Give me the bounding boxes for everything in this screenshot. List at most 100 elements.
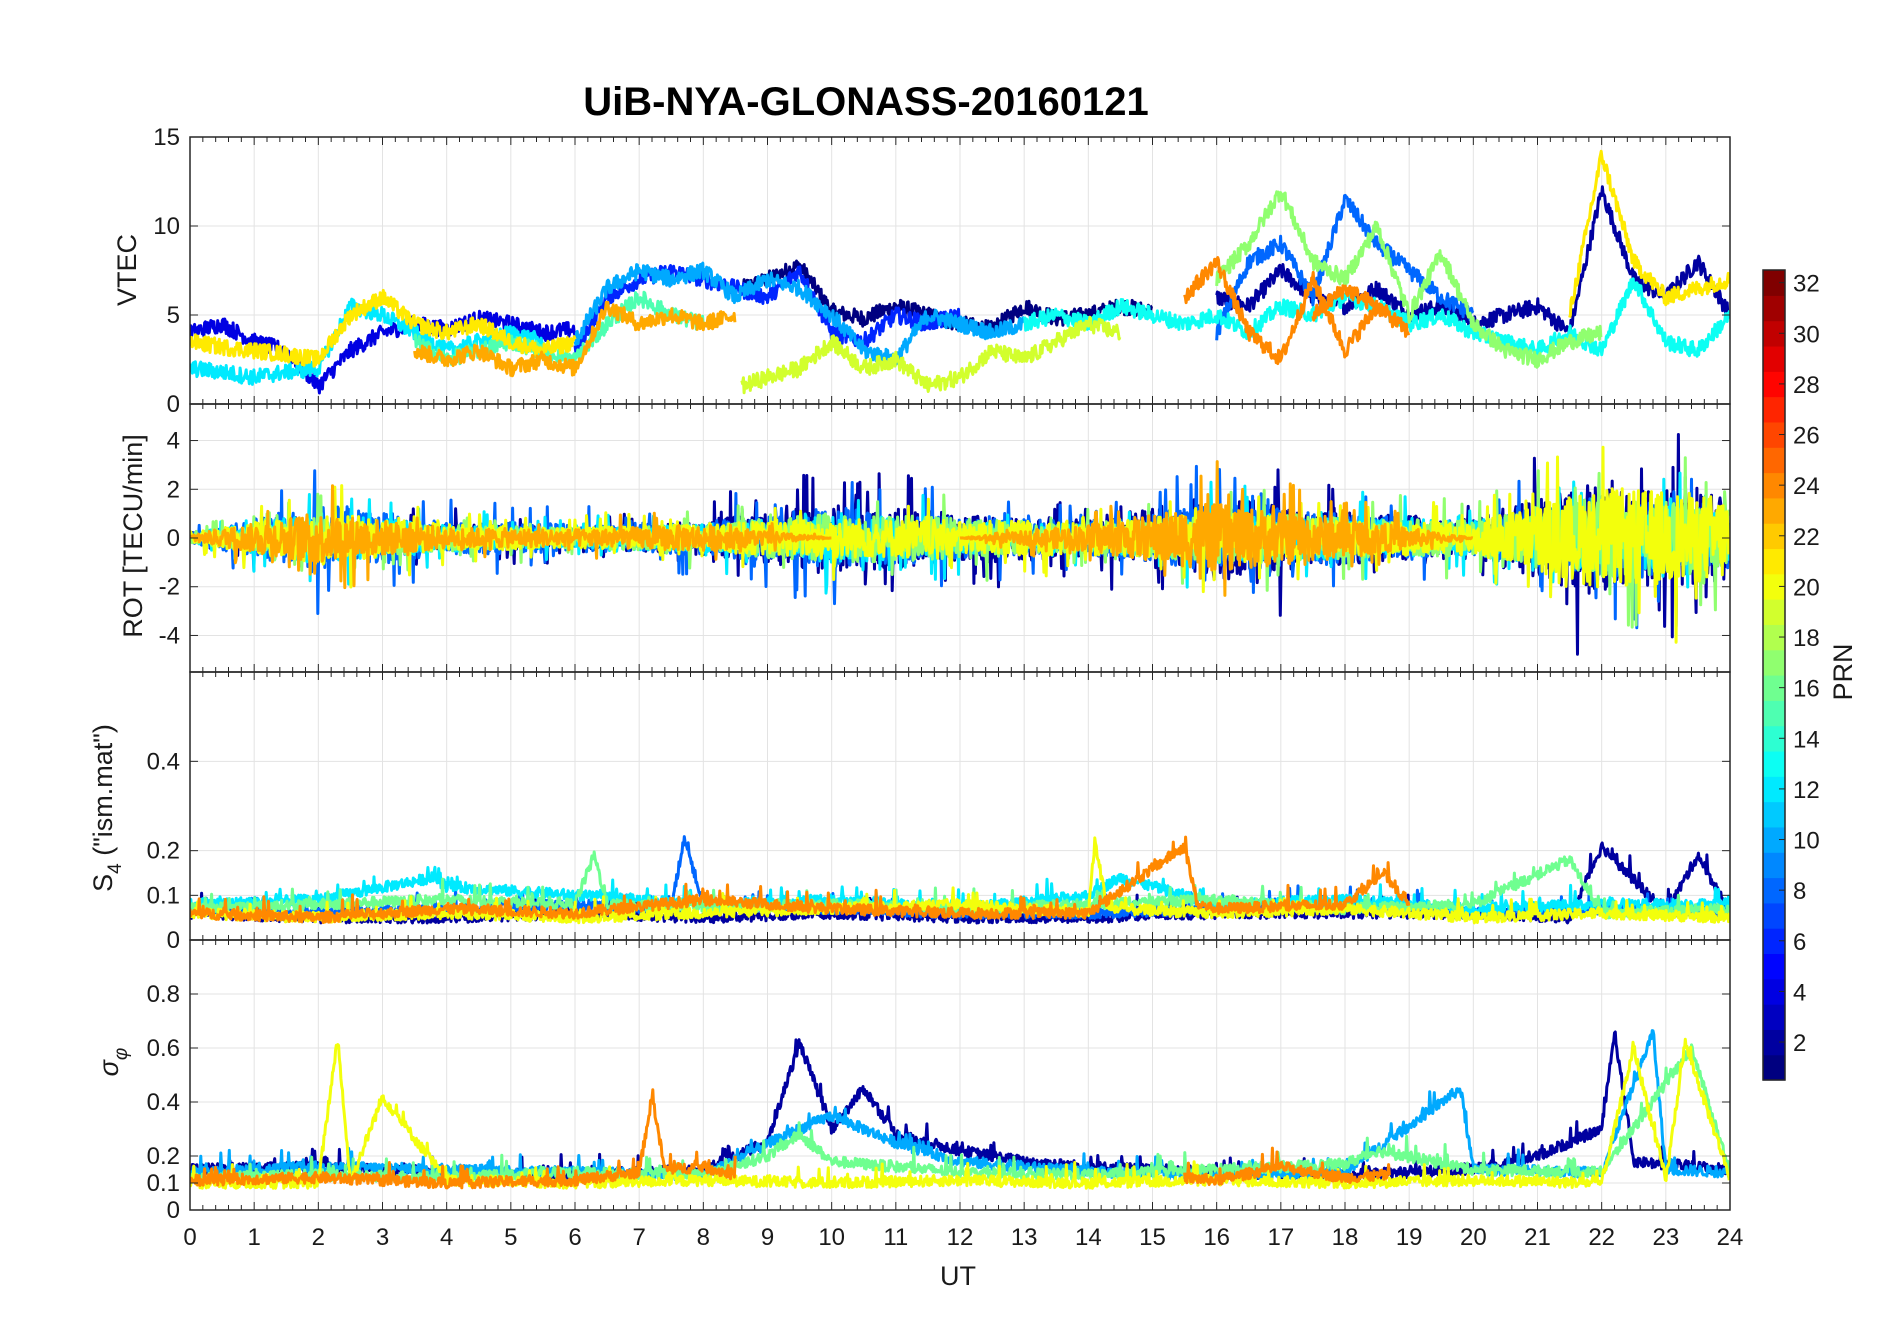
s4-panel: 0 0.1 0.2 0.4 <box>147 671 1731 954</box>
colorbar-segment <box>1763 1029 1785 1056</box>
sigma_phi-series-group <box>190 1029 1730 1190</box>
s4-series-prn-20 <box>190 836 1730 925</box>
vtec-series-prn-6 <box>573 264 961 354</box>
colorbar-tick-label: 8 <box>1793 878 1806 905</box>
x-tick-label: 23 <box>1652 1224 1679 1251</box>
rot-y-tick-label: -4 <box>159 622 180 649</box>
vtec-y-tick-label: 15 <box>153 124 180 151</box>
colorbar-segment <box>1763 472 1785 499</box>
colorbar-segment <box>1763 345 1785 372</box>
vtec-y-tick-label: 10 <box>153 213 180 240</box>
colorbar-segment <box>1763 852 1785 879</box>
colorbar-tick-label: 14 <box>1793 726 1820 753</box>
colorbar-segment <box>1763 624 1785 651</box>
colorbar-tick-label: 20 <box>1793 574 1820 601</box>
colorbar-segment <box>1763 826 1785 853</box>
rot-series-group <box>190 433 1730 656</box>
colorbar-tick-label: 22 <box>1793 524 1820 551</box>
colorbar-segment <box>1763 523 1785 550</box>
x-tick-label: 1 <box>247 1224 260 1251</box>
colorbar-segment <box>1763 902 1785 929</box>
x-tick-label: 20 <box>1460 1224 1487 1251</box>
sigma_phi-y-tick-label: 0.2 <box>147 1143 180 1170</box>
colorbar-segment <box>1763 877 1785 904</box>
rot-y-tick-label: -2 <box>159 574 180 601</box>
colorbar-segment <box>1763 953 1785 980</box>
vtec-series-prn-17 <box>1215 190 1603 369</box>
sigma_phi-y-tick-label: 0.4 <box>147 1089 180 1116</box>
colorbar-tick-label: 26 <box>1793 423 1820 450</box>
sigma-symbol: σ <box>94 1058 124 1076</box>
colorbar-segment <box>1763 750 1785 777</box>
x-tick-label: 11 <box>883 1224 908 1251</box>
chart-title: UiB-NYA-GLONASS-20160121 <box>583 80 1148 124</box>
sigma_phi-y-tick-label: 0.8 <box>147 981 180 1008</box>
x-tick-label: 7 <box>632 1224 645 1251</box>
colorbar-segment <box>1763 675 1785 701</box>
colorbar-segment <box>1763 776 1785 803</box>
colorbar-tick-label: 12 <box>1793 777 1820 804</box>
colorbar-segment <box>1763 270 1785 296</box>
x-tick-label: 19 <box>1396 1224 1423 1251</box>
sigma_phi-series-prn-24 <box>190 1088 737 1190</box>
s4-y-tick-label: 0.1 <box>147 882 180 909</box>
colorbar-segment <box>1763 1054 1785 1081</box>
x-axis-tick-labels: 0 1 2 3 4 5 6 7 8 9 10 11 12 13 14 15 16 17 18 19 20 21 22 23 24 <box>183 1224 1743 1251</box>
colorbar-segment <box>1763 928 1785 955</box>
x-tick-label: 14 <box>1075 1224 1102 1251</box>
s4-y-tick-label: 0.4 <box>147 748 180 775</box>
x-tick-label: 24 <box>1717 1224 1744 1251</box>
vtec-y-tick-label: 5 <box>167 302 180 329</box>
colorbar-segment <box>1763 1004 1785 1030</box>
colorbar-tick-label: 30 <box>1793 321 1820 348</box>
colorbar-tick-label: 4 <box>1793 979 1806 1006</box>
vtec-series-prn-24 <box>1311 284 1379 322</box>
s4-ylabel-sub: 4 <box>105 863 126 874</box>
x-tick-label: 2 <box>312 1224 325 1251</box>
x-tick-label: 21 <box>1524 1224 1551 1251</box>
s4-ylabel: S4 ("ism.mat") <box>88 724 126 892</box>
x-tick-label: 10 <box>818 1224 845 1251</box>
x-axis-label: UT <box>940 1261 976 1291</box>
sigma_phi-y-tick-label: 0.1 <box>147 1170 180 1197</box>
colorbar-segment <box>1763 649 1785 676</box>
rot-y-tick-label: 2 <box>167 476 180 503</box>
colorbar-segment <box>1763 548 1785 575</box>
rot-y-tick-label: 0 <box>167 525 180 552</box>
sigma_phi-y-tick-label: 0 <box>167 1197 180 1224</box>
s4-ylabel-main: S <box>88 874 118 892</box>
vtec-series-prn-24 <box>1183 256 1411 366</box>
colorbar-segment <box>1763 978 1785 1005</box>
vtec-series-prn-23 <box>413 300 737 378</box>
x-tick-label: 8 <box>697 1224 710 1251</box>
x-tick-label: 13 <box>1011 1224 1038 1251</box>
vtec-series-prn-21 <box>190 288 577 368</box>
s4-series-prn-24 <box>190 835 1411 924</box>
colorbar-segment <box>1763 497 1785 524</box>
sigma_phi-series-prn-24 <box>1183 1146 1391 1187</box>
phi-subscript: φ <box>111 1048 132 1060</box>
colorbar-frame <box>1762 269 1786 1081</box>
sigma-phi-ylabel: σφ <box>94 1048 132 1077</box>
x-tick-label: 15 <box>1139 1224 1166 1251</box>
colorbar-tick-label: 16 <box>1793 676 1820 703</box>
colorbar-segment <box>1763 421 1785 448</box>
vtec-ylabel: VTEC <box>112 234 142 306</box>
vtec-series-prn-19 <box>740 315 1122 395</box>
s4-ylabel-rest: ("ism.mat") <box>88 724 118 863</box>
colorbar-segment <box>1763 725 1785 752</box>
colorbar-segment <box>1763 700 1785 727</box>
rot-y-tick-label: 4 <box>167 428 180 455</box>
colorbar-tick-label: 6 <box>1793 929 1806 956</box>
colorbar-segment <box>1763 320 1785 347</box>
colorbar-tick-label: 32 <box>1793 271 1820 298</box>
colorbar-segment <box>1763 371 1785 398</box>
x-tick-label: 22 <box>1588 1224 1615 1251</box>
y-axis-labels: VTEC ROT [TECU/min] S4 ("ism.mat") σφ <box>88 234 148 1076</box>
sigma_phi-y-tick-label: 0.6 <box>147 1035 180 1062</box>
x-tick-label: 5 <box>504 1224 517 1251</box>
colorbar-segment <box>1763 447 1785 474</box>
colorbar-label: PRN <box>1828 643 1858 700</box>
colorbar-tick-label: 2 <box>1793 1030 1806 1057</box>
